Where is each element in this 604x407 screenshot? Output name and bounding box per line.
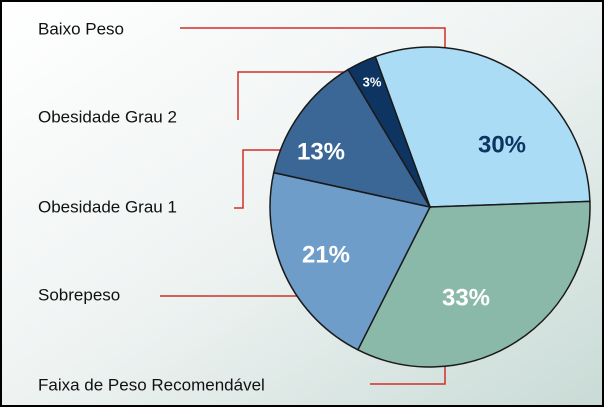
category-label: Obesidade Grau 2 [38,107,177,126]
leader-line [234,149,292,209]
leader-line [237,71,352,120]
value-label: 21% [302,241,350,268]
category-label: Obesidade Grau 1 [38,197,177,216]
value-label: 13% [297,138,345,165]
leader-line [180,27,446,48]
pie-slice [356,200,591,368]
pie-slice [374,46,591,208]
value-label: 3% [363,74,382,89]
value-label: 30% [478,131,526,158]
pie-slice [347,55,431,208]
value-label: 33% [442,284,490,311]
category-label: Baixo Peso [38,19,124,38]
pie-slice [269,171,432,351]
category-label: Faixa de Peso Recomendável [38,375,265,394]
category-label: Sobrepeso [38,285,120,304]
pie-slice [272,68,432,209]
